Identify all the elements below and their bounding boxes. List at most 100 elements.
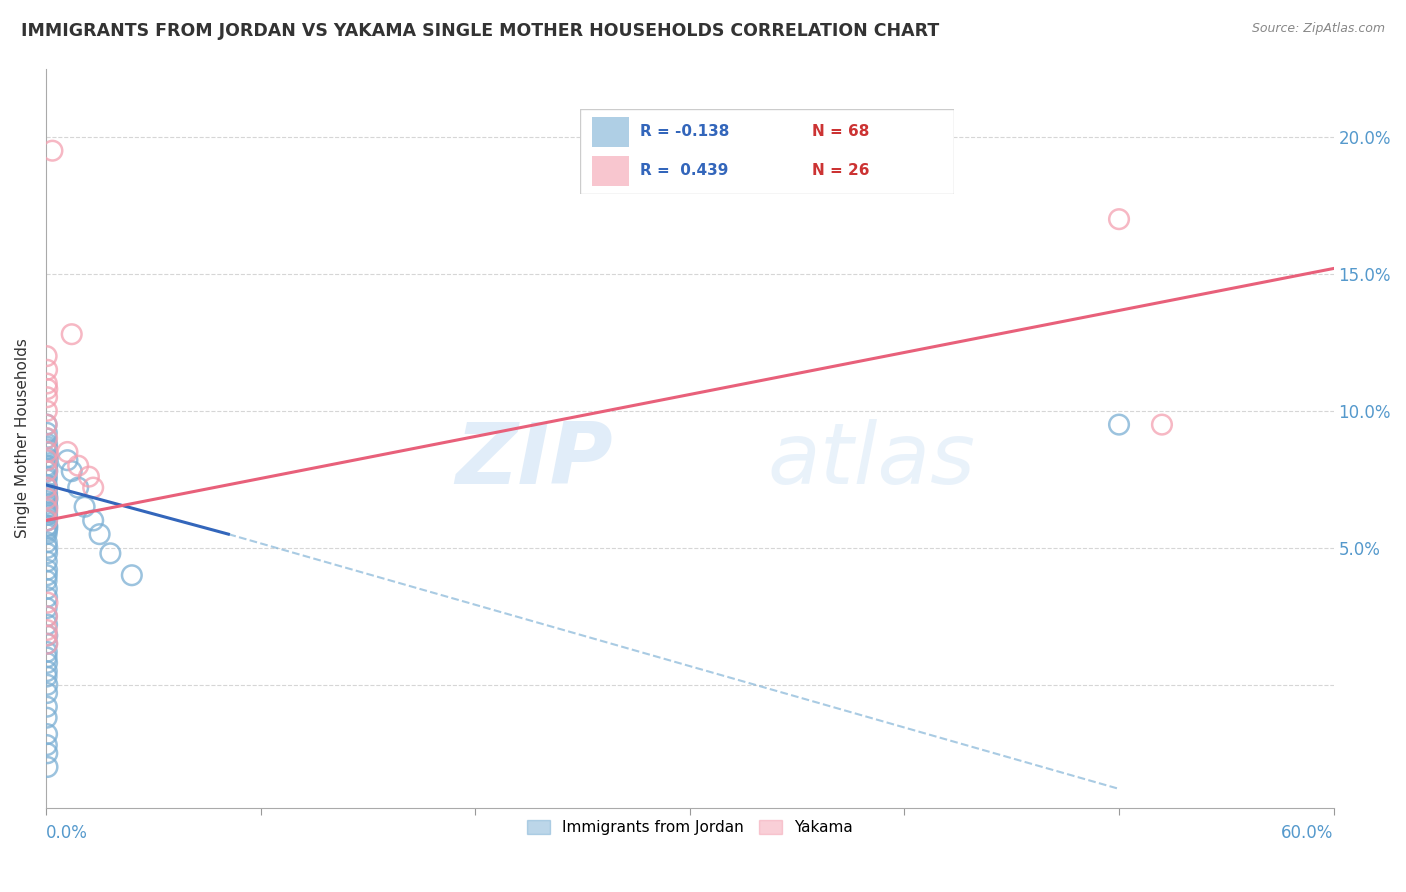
Point — [35, 431, 58, 445]
Point — [35, 390, 58, 404]
Point — [37, 760, 59, 774]
Point — [35, 535, 58, 549]
Point — [37, 519, 59, 533]
Point — [77, 469, 100, 483]
Point — [35, 461, 58, 475]
Point — [35, 453, 58, 467]
Point — [35, 670, 58, 684]
Point — [35, 609, 58, 624]
Point — [35, 637, 58, 651]
Point — [37, 596, 59, 610]
Point — [35, 568, 58, 582]
Point — [56, 445, 79, 459]
Point — [35, 494, 58, 508]
Point — [35, 486, 58, 500]
Point — [37, 637, 59, 651]
Point — [35, 453, 58, 467]
Point — [35, 497, 58, 511]
Point — [35, 491, 58, 506]
Point — [35, 376, 58, 391]
Text: 60.0%: 60.0% — [1281, 824, 1334, 842]
Point — [67, 458, 90, 473]
Point — [35, 650, 58, 665]
Point — [67, 481, 90, 495]
Point — [37, 541, 59, 555]
Point — [35, 513, 58, 527]
Point — [37, 464, 59, 478]
Point — [35, 363, 58, 377]
Point — [35, 417, 58, 432]
Point — [35, 440, 58, 454]
Point — [35, 513, 58, 527]
Point — [56, 453, 79, 467]
Point — [35, 404, 58, 418]
Point — [35, 601, 58, 615]
Point — [1108, 212, 1130, 227]
Point — [35, 546, 58, 560]
Point — [35, 513, 58, 527]
Point — [35, 481, 58, 495]
Point — [60, 464, 83, 478]
Y-axis label: Single Mother Households: Single Mother Households — [15, 338, 30, 538]
Point — [82, 481, 104, 495]
Point — [1150, 417, 1173, 432]
Point — [37, 445, 59, 459]
Point — [82, 513, 104, 527]
Point — [98, 546, 121, 560]
Point — [35, 481, 58, 495]
Point — [35, 699, 58, 714]
Point — [37, 628, 59, 642]
Point — [35, 469, 58, 483]
Point — [35, 417, 58, 432]
Point — [35, 738, 58, 752]
Point — [37, 500, 59, 514]
Point — [35, 450, 58, 465]
Point — [35, 574, 58, 588]
Point — [35, 508, 58, 522]
Point — [37, 491, 59, 506]
Point — [37, 678, 59, 692]
Point — [35, 686, 58, 700]
Point — [35, 563, 58, 577]
Text: atlas: atlas — [768, 419, 976, 502]
Point — [37, 502, 59, 516]
Point — [37, 382, 59, 396]
Point — [35, 445, 58, 459]
Point — [35, 623, 58, 637]
Point — [73, 500, 96, 514]
Point — [35, 431, 58, 445]
Point — [35, 464, 58, 478]
Point — [35, 442, 58, 457]
Point — [35, 527, 58, 541]
Point — [60, 327, 83, 342]
Point — [35, 478, 58, 492]
Point — [35, 628, 58, 642]
Point — [35, 590, 58, 604]
Point — [41, 144, 63, 158]
Point — [35, 436, 58, 450]
Point — [89, 527, 111, 541]
Point — [35, 555, 58, 569]
Point — [35, 711, 58, 725]
Point — [35, 727, 58, 741]
Point — [35, 664, 58, 678]
Point — [35, 524, 58, 539]
Text: ZIP: ZIP — [456, 419, 613, 502]
Point — [35, 349, 58, 363]
Text: 0.0%: 0.0% — [46, 824, 87, 842]
Point — [35, 505, 58, 519]
Point — [35, 519, 58, 533]
Point — [35, 582, 58, 596]
Point — [37, 522, 59, 536]
Legend: Immigrants from Jordan, Yakama: Immigrants from Jordan, Yakama — [520, 814, 859, 841]
Point — [35, 645, 58, 659]
Point — [35, 617, 58, 632]
Point — [35, 502, 58, 516]
Point — [35, 609, 58, 624]
Point — [37, 746, 59, 760]
Text: IMMIGRANTS FROM JORDAN VS YAKAMA SINGLE MOTHER HOUSEHOLDS CORRELATION CHART: IMMIGRANTS FROM JORDAN VS YAKAMA SINGLE … — [21, 22, 939, 40]
Point — [35, 458, 58, 473]
Point — [121, 568, 143, 582]
Point — [35, 425, 58, 440]
Text: Source: ZipAtlas.com: Source: ZipAtlas.com — [1251, 22, 1385, 36]
